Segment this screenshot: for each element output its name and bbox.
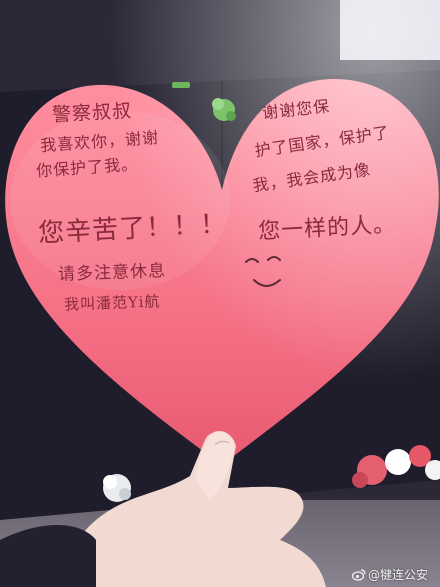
weibo-watermark: @犍连公安 — [352, 566, 428, 583]
thumb-nail — [214, 440, 230, 446]
weibo-icon — [352, 568, 366, 581]
thumb — [195, 430, 235, 500]
hand — [67, 431, 326, 587]
smiley-drawing — [245, 256, 281, 287]
dark-sleeve — [0, 525, 96, 587]
green-paper-ball — [212, 98, 236, 121]
white-paper-ball — [103, 474, 131, 502]
green-paper-bit — [172, 82, 190, 88]
red-white-paper-ball — [352, 445, 440, 488]
card-greeting-text: 警察叔叔 — [51, 99, 133, 127]
card-left-line-5: 请多注意休息 — [57, 261, 167, 285]
watermark-text: @犍连公安 — [368, 568, 429, 582]
card-signature-text: 我叫潘范Yi航 — [63, 292, 161, 314]
